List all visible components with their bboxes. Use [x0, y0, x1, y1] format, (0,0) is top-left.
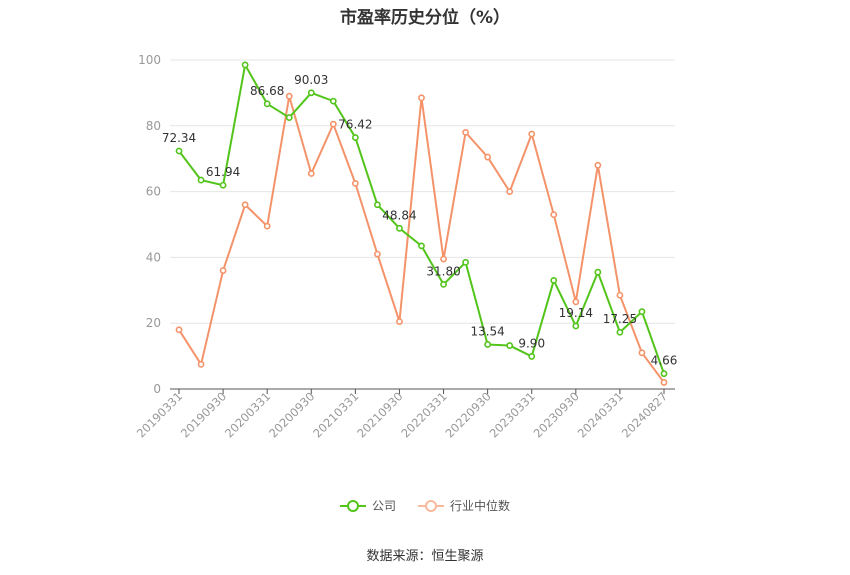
data-point-industry-median: [219, 267, 227, 274]
data-label-company: 31.80: [426, 264, 460, 278]
data-point-industry-median: [484, 153, 492, 161]
data-point-company: [396, 224, 403, 232]
data-point-company: [418, 242, 425, 250]
data-label-company: 86.68: [250, 84, 284, 98]
data-point-industry-median: [197, 360, 205, 368]
y-tick-label: 0: [153, 382, 161, 396]
axis-layer: 0 20 40 60 80 100 2019033120190930202003312020…: [134, 53, 675, 441]
x-tick-label: 20200930: [266, 389, 317, 440]
data-label-company: 19.14: [559, 306, 593, 320]
data-point-company: [307, 89, 315, 97]
data-point-industry-median: [616, 291, 624, 299]
data-label-company: 17.25: [603, 312, 637, 326]
data-point-industry-median: [594, 161, 602, 169]
data-point-company: [440, 280, 447, 288]
chart-plot: 0 20 40 60 80 100 2019033120190930202003312020…: [134, 53, 678, 441]
y-tick-label: 40: [146, 250, 161, 264]
y-tick-label: 20: [146, 316, 161, 330]
data-point-company: [285, 114, 293, 121]
legend-item-company[interactable]: 公司: [339, 497, 396, 514]
data-point-company: [219, 181, 227, 189]
data-point-industry-median: [440, 255, 447, 263]
legend-swatch-company: [339, 499, 366, 513]
data-point-industry-median: [660, 379, 668, 386]
legend-label-industry-median: 行业中位数: [450, 499, 511, 513]
y-tick-label: 60: [146, 185, 161, 199]
legend: 公司 行业中位数: [0, 497, 850, 514]
data-point-company: [638, 308, 646, 316]
data-point-company: [550, 277, 558, 284]
data-label-company: 48.84: [382, 208, 416, 222]
data-point-company: [329, 97, 337, 105]
data-point-industry-median: [263, 222, 271, 230]
data-point-industry-median: [418, 94, 425, 102]
data-point-industry-median: [351, 179, 359, 187]
data-label-company: 4.66: [651, 354, 678, 368]
data-point-company: [175, 147, 183, 155]
data-point-company: [263, 100, 271, 108]
x-tick-label: 20230331: [487, 389, 538, 440]
data-point-industry-median: [241, 201, 249, 209]
data-point-industry-median: [396, 318, 403, 325]
data-label-company: 13.54: [470, 324, 504, 338]
x-tick-label: 20240331: [575, 389, 626, 440]
y-tick-label: 80: [146, 119, 161, 133]
data-label-company: 9.90: [518, 336, 545, 350]
data-point-company: [506, 342, 514, 349]
grid-layer: [170, 59, 675, 324]
data-point-company: [462, 258, 469, 266]
x-tick-label: 20190331: [134, 389, 185, 440]
series-line-company: [178, 63, 665, 375]
label-layer: 72.34 61.94 86.68 90.03 76.42 48.84 31.80 13.54…: [162, 73, 678, 368]
source-note: 数据来源：恒生聚源: [366, 549, 484, 564]
legend-swatch-industry-median: [418, 499, 444, 513]
data-point-industry-median: [462, 128, 469, 136]
series-layer: [175, 61, 668, 386]
data-point-industry-median: [175, 326, 183, 334]
data-point-industry-median: [528, 130, 536, 138]
data-point-industry-median: [329, 120, 337, 128]
y-tick-label: 100: [138, 53, 161, 67]
data-point-industry-median: [572, 298, 580, 306]
data-point-industry-median: [374, 250, 381, 258]
data-point-company: [572, 322, 580, 330]
data-point-company: [528, 353, 536, 360]
legend-item-industry-median[interactable]: 行业中位数: [418, 497, 510, 514]
x-tick-label: 20210930: [354, 389, 405, 440]
data-label-company: 61.94: [206, 165, 240, 179]
data-point-industry-median: [550, 211, 558, 219]
chart-title: 市盈率历史分位（%）: [339, 8, 511, 28]
x-tick-label: 20220930: [442, 389, 493, 440]
data-point-industry-median: [506, 188, 514, 195]
series-line-industry-median: [178, 95, 665, 384]
data-label-company: 90.03: [294, 73, 328, 87]
data-point-industry-median: [307, 170, 315, 177]
data-point-company: [594, 268, 602, 276]
x-tick-label: 20220331: [398, 389, 449, 440]
data-point-company: [374, 201, 381, 209]
data-point-company: [351, 134, 359, 141]
data-point-company: [660, 370, 668, 378]
x-tick-label: 20210331: [310, 389, 361, 440]
x-tick-label: 20190930: [178, 389, 229, 440]
data-point-industry-median: [638, 349, 646, 357]
data-point-company: [197, 176, 205, 184]
data-label-company: 72.34: [162, 131, 196, 145]
data-point-company: [616, 328, 624, 336]
x-tick-label: 20200331: [222, 389, 273, 440]
data-point-company: [484, 341, 492, 348]
data-point-company: [241, 61, 249, 69]
x-tick-label: 20230930: [531, 389, 582, 440]
data-point-industry-median: [285, 92, 293, 100]
x-tick-label: 20240827: [619, 389, 670, 440]
legend-label-company: 公司: [371, 499, 396, 513]
data-label-company: 76.42: [338, 118, 372, 132]
